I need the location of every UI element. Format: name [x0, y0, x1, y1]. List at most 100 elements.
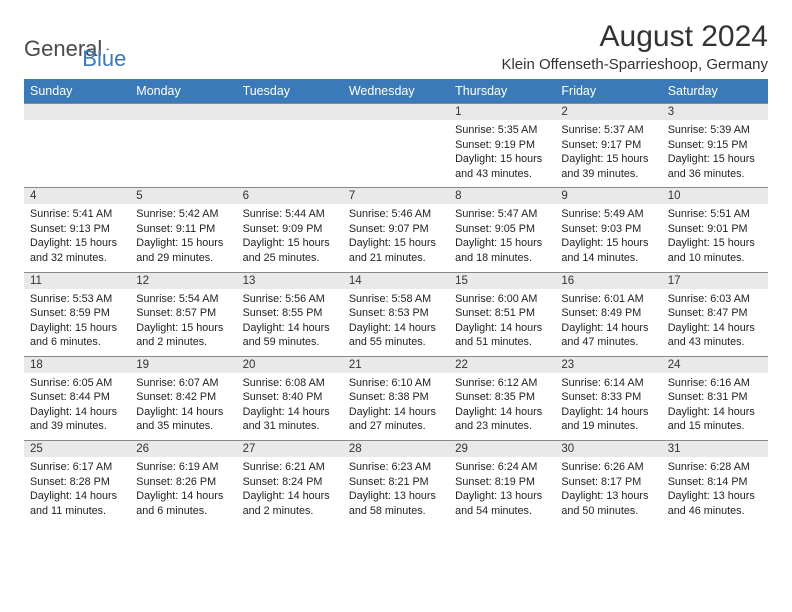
sunset-text: Sunset: 9:01 PM	[668, 222, 762, 237]
day-cell: Sunrise: 5:44 AMSunset: 9:09 PMDaylight:…	[237, 204, 343, 272]
daylight-text: Daylight: 13 hours and 54 minutes.	[455, 489, 549, 518]
daylight-text: Daylight: 14 hours and 47 minutes.	[561, 321, 655, 350]
daylight-text: Daylight: 14 hours and 31 minutes.	[243, 405, 337, 434]
day-number: 12	[130, 272, 236, 289]
sunset-text: Sunset: 8:33 PM	[561, 390, 655, 405]
sunrise-text: Sunrise: 6:21 AM	[243, 460, 337, 475]
day-number-row: 11121314151617	[24, 272, 768, 289]
daylight-text: Daylight: 13 hours and 46 minutes.	[668, 489, 762, 518]
day-cell: Sunrise: 5:37 AMSunset: 9:17 PMDaylight:…	[555, 120, 661, 188]
day-number	[343, 104, 449, 121]
sunset-text: Sunset: 8:24 PM	[243, 475, 337, 490]
sunrise-text: Sunrise: 5:42 AM	[136, 207, 230, 222]
daylight-text: Daylight: 13 hours and 58 minutes.	[349, 489, 443, 518]
day-cell: Sunrise: 5:54 AMSunset: 8:57 PMDaylight:…	[130, 289, 236, 357]
day-cell: Sunrise: 6:08 AMSunset: 8:40 PMDaylight:…	[237, 373, 343, 441]
day-number	[237, 104, 343, 121]
sunrise-text: Sunrise: 6:03 AM	[668, 292, 762, 307]
weekday-header: Monday	[130, 79, 236, 104]
sunrise-text: Sunrise: 6:14 AM	[561, 376, 655, 391]
day-number: 19	[130, 356, 236, 373]
sunrise-text: Sunrise: 6:08 AM	[243, 376, 337, 391]
day-cell: Sunrise: 5:46 AMSunset: 9:07 PMDaylight:…	[343, 204, 449, 272]
month-title: August 2024	[501, 20, 768, 54]
day-number: 2	[555, 104, 661, 121]
sunset-text: Sunset: 8:14 PM	[668, 475, 762, 490]
daylight-text: Daylight: 15 hours and 36 minutes.	[668, 152, 762, 181]
day-number-row: 25262728293031	[24, 441, 768, 458]
sunset-text: Sunset: 9:03 PM	[561, 222, 655, 237]
day-cell: Sunrise: 5:51 AMSunset: 9:01 PMDaylight:…	[662, 204, 768, 272]
sunrise-text: Sunrise: 5:37 AM	[561, 123, 655, 138]
daylight-text: Daylight: 14 hours and 11 minutes.	[30, 489, 124, 518]
weekday-header-row: Sunday Monday Tuesday Wednesday Thursday…	[24, 79, 768, 104]
sunrise-text: Sunrise: 5:58 AM	[349, 292, 443, 307]
day-number-row: 45678910	[24, 188, 768, 205]
day-cell: Sunrise: 5:58 AMSunset: 8:53 PMDaylight:…	[343, 289, 449, 357]
day-cell: Sunrise: 6:12 AMSunset: 8:35 PMDaylight:…	[449, 373, 555, 441]
day-cell: Sunrise: 5:35 AMSunset: 9:19 PMDaylight:…	[449, 120, 555, 188]
sunset-text: Sunset: 8:55 PM	[243, 306, 337, 321]
daylight-text: Daylight: 15 hours and 25 minutes.	[243, 236, 337, 265]
day-cell	[24, 120, 130, 188]
day-cell: Sunrise: 5:47 AMSunset: 9:05 PMDaylight:…	[449, 204, 555, 272]
day-number: 26	[130, 441, 236, 458]
day-number: 16	[555, 272, 661, 289]
daylight-text: Daylight: 15 hours and 18 minutes.	[455, 236, 549, 265]
sunset-text: Sunset: 8:19 PM	[455, 475, 549, 490]
sunrise-text: Sunrise: 6:16 AM	[668, 376, 762, 391]
sunrise-text: Sunrise: 5:35 AM	[455, 123, 549, 138]
day-number	[24, 104, 130, 121]
sunset-text: Sunset: 8:28 PM	[30, 475, 124, 490]
day-number: 7	[343, 188, 449, 205]
daylight-text: Daylight: 14 hours and 27 minutes.	[349, 405, 443, 434]
daylight-text: Daylight: 15 hours and 6 minutes.	[30, 321, 124, 350]
weekday-header: Saturday	[662, 79, 768, 104]
day-number-row: 18192021222324	[24, 356, 768, 373]
sunrise-text: Sunrise: 5:39 AM	[668, 123, 762, 138]
sunset-text: Sunset: 8:38 PM	[349, 390, 443, 405]
day-number: 30	[555, 441, 661, 458]
daylight-text: Daylight: 14 hours and 55 minutes.	[349, 321, 443, 350]
day-cell: Sunrise: 5:42 AMSunset: 9:11 PMDaylight:…	[130, 204, 236, 272]
day-content-row: Sunrise: 5:41 AMSunset: 9:13 PMDaylight:…	[24, 204, 768, 272]
day-cell: Sunrise: 6:00 AMSunset: 8:51 PMDaylight:…	[449, 289, 555, 357]
day-content-row: Sunrise: 6:17 AMSunset: 8:28 PMDaylight:…	[24, 457, 768, 524]
day-cell: Sunrise: 6:23 AMSunset: 8:21 PMDaylight:…	[343, 457, 449, 524]
sunrise-text: Sunrise: 6:00 AM	[455, 292, 549, 307]
sunrise-text: Sunrise: 6:17 AM	[30, 460, 124, 475]
day-cell: Sunrise: 6:16 AMSunset: 8:31 PMDaylight:…	[662, 373, 768, 441]
day-number: 21	[343, 356, 449, 373]
sunset-text: Sunset: 8:26 PM	[136, 475, 230, 490]
day-content-row: Sunrise: 6:05 AMSunset: 8:44 PMDaylight:…	[24, 373, 768, 441]
sunrise-text: Sunrise: 5:44 AM	[243, 207, 337, 222]
day-number: 5	[130, 188, 236, 205]
sunset-text: Sunset: 9:11 PM	[136, 222, 230, 237]
day-cell	[130, 120, 236, 188]
sunrise-text: Sunrise: 5:47 AM	[455, 207, 549, 222]
day-number: 28	[343, 441, 449, 458]
daylight-text: Daylight: 14 hours and 43 minutes.	[668, 321, 762, 350]
daylight-text: Daylight: 15 hours and 29 minutes.	[136, 236, 230, 265]
day-cell: Sunrise: 5:41 AMSunset: 9:13 PMDaylight:…	[24, 204, 130, 272]
sunset-text: Sunset: 8:35 PM	[455, 390, 549, 405]
day-cell: Sunrise: 5:56 AMSunset: 8:55 PMDaylight:…	[237, 289, 343, 357]
title-block: August 2024 Klein Offenseth-Sparrieshoop…	[501, 20, 768, 73]
daylight-text: Daylight: 14 hours and 6 minutes.	[136, 489, 230, 518]
sunrise-text: Sunrise: 5:51 AM	[668, 207, 762, 222]
day-number: 25	[24, 441, 130, 458]
daylight-text: Daylight: 14 hours and 15 minutes.	[668, 405, 762, 434]
day-number	[130, 104, 236, 121]
day-cell: Sunrise: 5:49 AMSunset: 9:03 PMDaylight:…	[555, 204, 661, 272]
daylight-text: Daylight: 15 hours and 14 minutes.	[561, 236, 655, 265]
brand-part2: Blue	[82, 46, 126, 72]
sunrise-text: Sunrise: 5:54 AM	[136, 292, 230, 307]
daylight-text: Daylight: 14 hours and 51 minutes.	[455, 321, 549, 350]
sunset-text: Sunset: 8:53 PM	[349, 306, 443, 321]
daylight-text: Daylight: 14 hours and 59 minutes.	[243, 321, 337, 350]
calendar-page: General Blue August 2024 Klein Offenseth…	[0, 0, 792, 524]
sunrise-text: Sunrise: 5:56 AM	[243, 292, 337, 307]
sunrise-text: Sunrise: 5:53 AM	[30, 292, 124, 307]
sunset-text: Sunset: 8:21 PM	[349, 475, 443, 490]
daylight-text: Daylight: 15 hours and 10 minutes.	[668, 236, 762, 265]
